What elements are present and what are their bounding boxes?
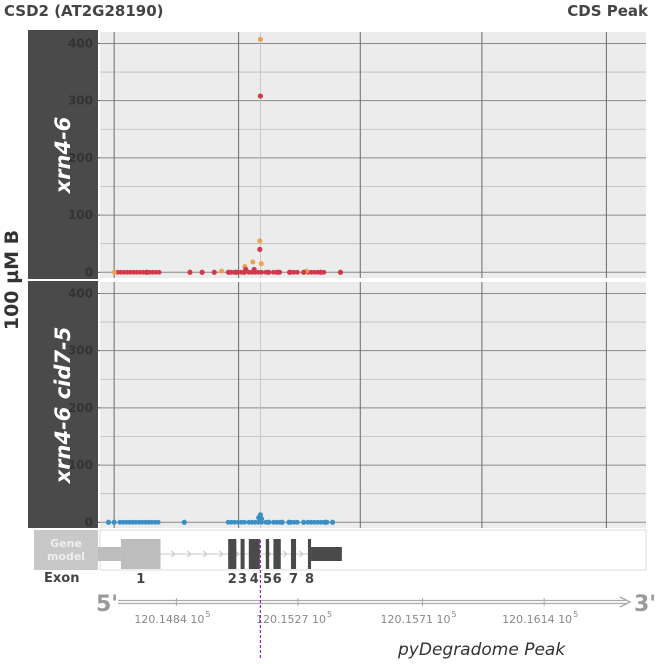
- data-point: [294, 269, 300, 275]
- axis-tick-exponent: 5: [327, 610, 332, 619]
- data-point: [337, 269, 344, 275]
- data-point: [144, 269, 150, 275]
- data-point: [226, 269, 232, 275]
- panel-background: [100, 32, 646, 278]
- data-point: [232, 519, 237, 525]
- data-point: [323, 519, 329, 525]
- intron-arrow: [171, 550, 176, 558]
- intron-arrow: [299, 550, 304, 558]
- data-point: [257, 238, 263, 244]
- exon-number: 5: [263, 572, 272, 587]
- data-point: [257, 93, 264, 99]
- data-point: [111, 269, 117, 275]
- data-point: [275, 269, 281, 275]
- exon-box: [248, 539, 260, 569]
- data-point: [250, 259, 256, 265]
- data-point: [181, 519, 187, 525]
- data-point: [286, 519, 292, 525]
- exon-box: [228, 539, 237, 569]
- data-point: [211, 269, 217, 275]
- exon-number: 8: [305, 572, 314, 587]
- data-point: [233, 269, 239, 275]
- y-tick-label: 100: [68, 208, 93, 222]
- exon-number: 6: [273, 572, 282, 587]
- exon-number: 2: [228, 572, 237, 587]
- exon-box: [290, 539, 297, 569]
- three-prime-label: 3': [634, 592, 656, 617]
- axis-tick-exponent: 5: [573, 610, 578, 619]
- y-tick-label: 0: [85, 515, 93, 529]
- intron-arrow: [203, 550, 208, 558]
- gene-title: CSD2 (AT2G28190): [4, 2, 164, 20]
- panel-background: [100, 282, 646, 528]
- data-point: [259, 269, 265, 275]
- exon-number: 3: [238, 572, 247, 587]
- peak-type-title: CDS Peak: [567, 2, 648, 20]
- exon-number: 1: [136, 572, 145, 587]
- intron-arrow: [283, 550, 288, 558]
- data-point: [294, 519, 300, 525]
- data-point: [258, 516, 265, 522]
- data-point: [242, 519, 247, 525]
- data-point: [155, 519, 161, 525]
- exon-row-label: Exon: [44, 571, 80, 586]
- data-point: [265, 269, 271, 275]
- panel-strip-xrn4-6-cid7-5: xrn4-6 cid7-5: [28, 281, 98, 528]
- utr3-box: [311, 547, 342, 561]
- data-point: [257, 246, 263, 252]
- gene-model-panel: [99, 529, 647, 571]
- axis-arrowhead: [619, 596, 632, 608]
- five-prime-label: 5': [96, 592, 119, 617]
- axis-tick-label: 120.1571 10: [381, 613, 451, 626]
- exon-number: 4: [250, 572, 259, 587]
- data-point: [251, 266, 257, 273]
- data-point: [257, 36, 263, 42]
- y-tick-label: 200: [68, 151, 93, 165]
- axis-tick-label: 120.1527 10: [256, 613, 326, 626]
- data-point: [279, 519, 285, 525]
- intron-arrow: [235, 550, 240, 558]
- exon-box: [273, 539, 281, 569]
- exon-box: [265, 539, 270, 569]
- axis-tick-label: 120.1484 10: [134, 613, 204, 626]
- exon-box: [120, 539, 161, 569]
- axis-tick-label: 120.1614 10: [502, 613, 572, 626]
- data-point: [187, 269, 193, 275]
- intron-arrow: [219, 550, 224, 558]
- panel-strip-xrn4-6: xrn4-6: [28, 30, 98, 279]
- gene-model-label: Gene model: [46, 537, 86, 563]
- data-point: [301, 269, 307, 275]
- y-tick-label: 400: [68, 36, 93, 50]
- data-point: [266, 519, 272, 525]
- data-point: [318, 269, 324, 275]
- y-tick-label: 300: [68, 344, 93, 358]
- data-point: [105, 519, 112, 525]
- exon-box: [307, 539, 312, 569]
- data-point: [111, 519, 117, 525]
- y-tick-label: 0: [85, 265, 93, 279]
- y-tick-label: 300: [68, 94, 93, 108]
- data-point: [329, 519, 336, 525]
- data-point: [243, 266, 249, 273]
- data-point: [301, 519, 307, 525]
- y-tick-label: 400: [68, 286, 93, 300]
- degradome-peak-label: pyDegradome Peak: [398, 640, 566, 660]
- y-tick-label: 100: [68, 458, 93, 472]
- data-point: [219, 268, 225, 274]
- gene-model-box: Gene model: [34, 530, 98, 570]
- axis-tick-exponent: 5: [452, 610, 457, 619]
- data-point: [286, 269, 293, 275]
- exon-number: 7: [289, 572, 298, 587]
- y-tick-label: 200: [68, 401, 93, 415]
- intron-arrow: [187, 550, 192, 558]
- utr5-box: [98, 547, 121, 561]
- axis-tick-exponent: 5: [205, 610, 210, 619]
- data-point: [156, 269, 162, 275]
- exon-box: [240, 539, 245, 569]
- data-point: [258, 261, 264, 267]
- data-point: [199, 269, 205, 275]
